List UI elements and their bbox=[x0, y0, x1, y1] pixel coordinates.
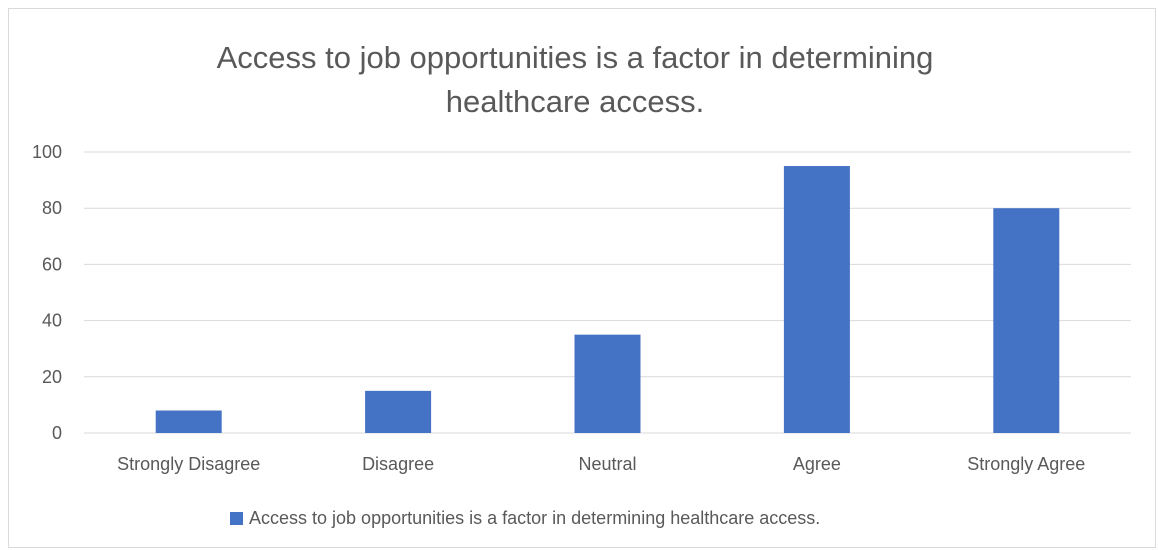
x-tick-label: Strongly Disagree bbox=[117, 454, 260, 474]
x-tick-label: Disagree bbox=[362, 454, 434, 474]
legend-label: Access to job opportunities is a factor … bbox=[249, 507, 821, 528]
y-tick-label: 80 bbox=[42, 198, 62, 218]
chart-frame bbox=[8, 8, 1156, 548]
bar bbox=[993, 208, 1060, 433]
legend: Access to job opportunities is a factor … bbox=[230, 506, 820, 530]
y-tick-label: 100 bbox=[32, 142, 62, 162]
y-tick-label: 60 bbox=[42, 254, 62, 274]
bar bbox=[155, 410, 222, 433]
chart-title: Access to job opportunities is a factor … bbox=[216, 40, 934, 119]
x-tick-label: Agree bbox=[793, 454, 841, 474]
bar bbox=[574, 334, 641, 433]
y-tick-label: 20 bbox=[42, 367, 62, 387]
x-tick-label: Strongly Agree bbox=[967, 454, 1085, 474]
y-tick-label: 0 bbox=[52, 423, 62, 443]
bar bbox=[365, 390, 432, 433]
legend-swatch bbox=[230, 511, 243, 525]
bar bbox=[783, 166, 850, 434]
x-tick-label: Neutral bbox=[578, 454, 636, 474]
y-tick-label: 40 bbox=[42, 311, 62, 331]
